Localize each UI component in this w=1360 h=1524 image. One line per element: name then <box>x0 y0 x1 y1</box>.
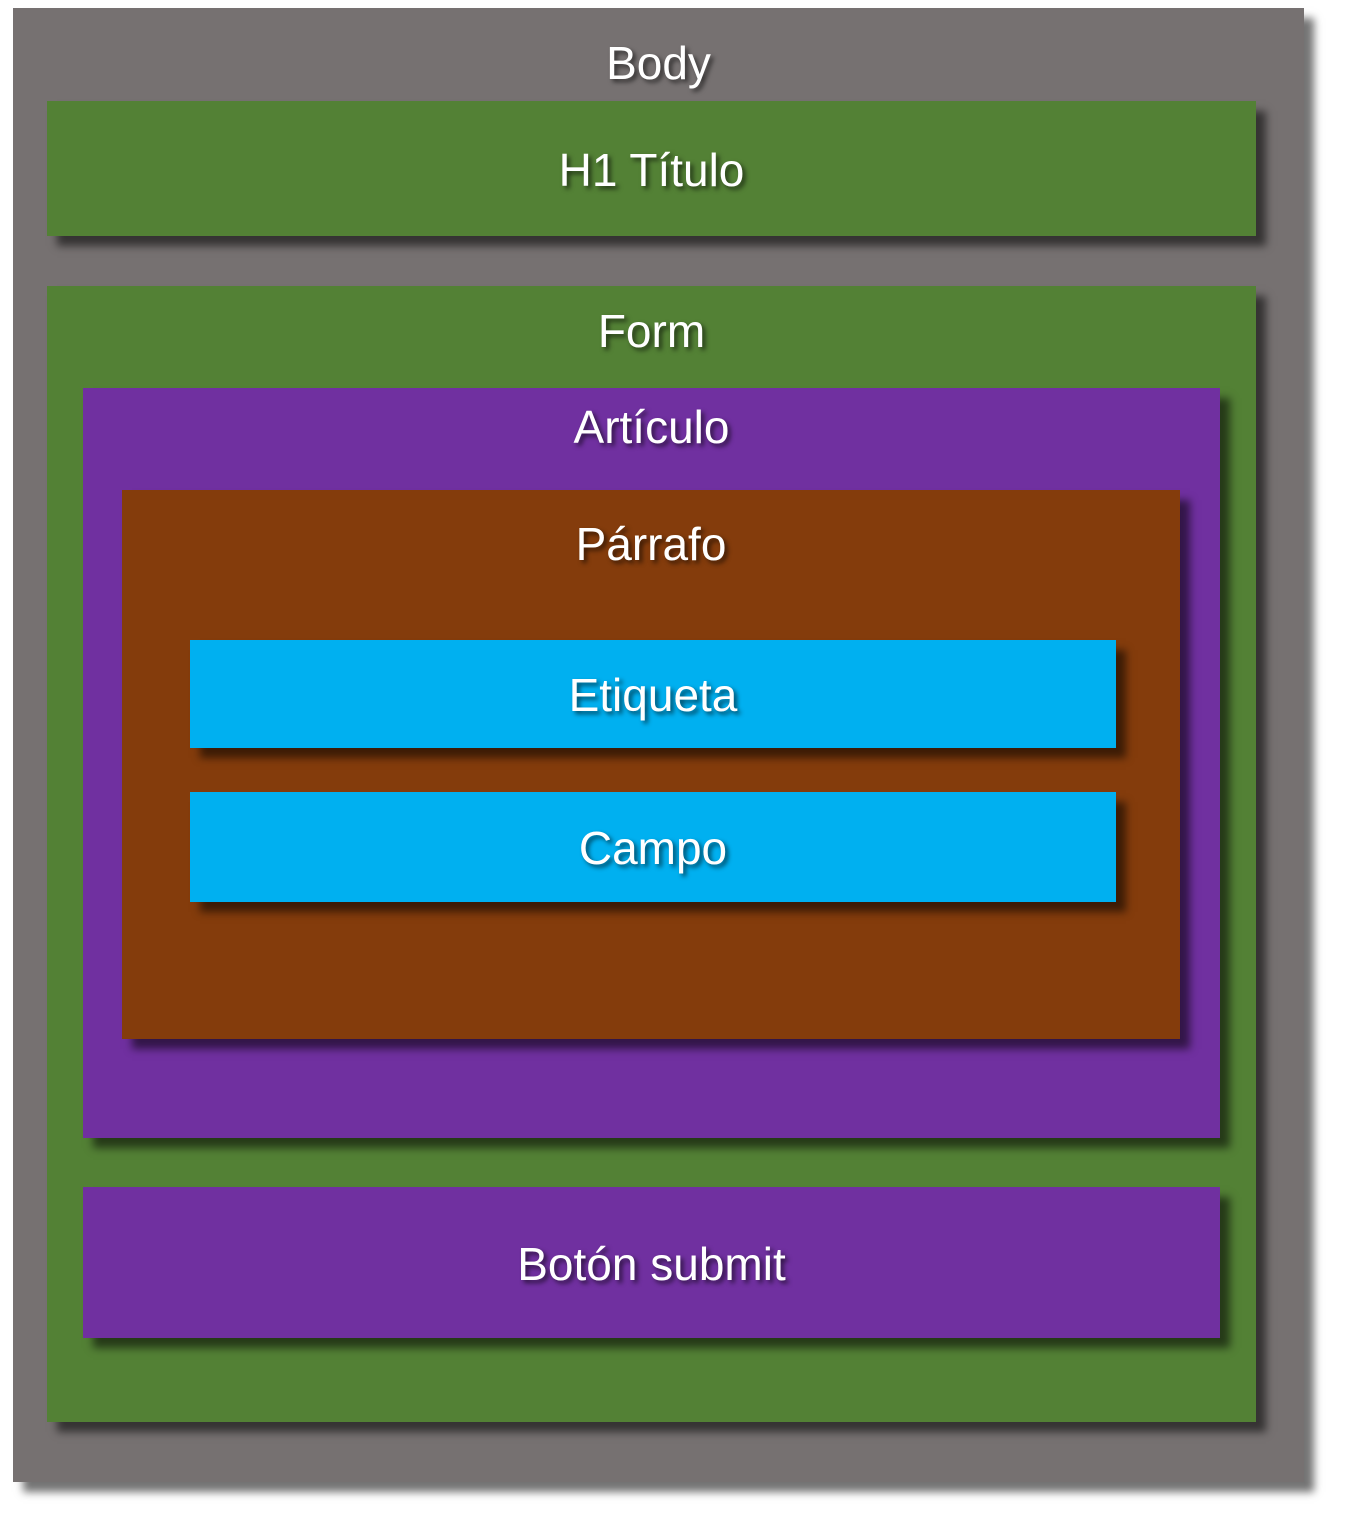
label-element-box: Etiqueta <box>190 640 1116 748</box>
h1-box: H1 Título <box>47 101 1256 236</box>
form-label: Form <box>597 305 706 357</box>
paragraph-box: Párrafo <box>122 490 1180 1039</box>
submit-button-box: Botón submit <box>83 1187 1220 1338</box>
field-element-label: Campo <box>578 822 728 874</box>
article-label: Artículo <box>573 401 730 453</box>
body-label: Body <box>606 37 711 89</box>
submit-button-label: Botón submit <box>517 1238 786 1290</box>
label-element-label: Etiqueta <box>568 669 738 721</box>
h1-label: H1 Título <box>558 144 745 196</box>
paragraph-label: Párrafo <box>575 518 727 570</box>
field-element-box: Campo <box>190 792 1116 902</box>
